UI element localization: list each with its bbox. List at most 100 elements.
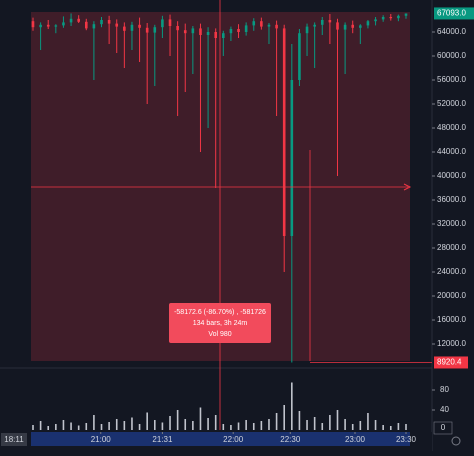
current-price-label: 67093.0 — [437, 9, 466, 18]
candle-body — [275, 24, 278, 29]
volume-bar — [230, 425, 232, 430]
volume-bar — [100, 424, 103, 430]
volume-bar — [405, 424, 407, 430]
candle-body — [77, 18, 80, 22]
y-tick-label: 52000.0 — [437, 99, 466, 108]
volume-bar — [298, 411, 301, 430]
y-tick-label: 20000.0 — [437, 291, 466, 300]
y-tick-label: 28000.0 — [437, 243, 466, 252]
candle-body — [351, 24, 355, 28]
volume-bar — [32, 425, 34, 430]
candle-body — [222, 33, 225, 38]
volume-bar — [275, 413, 278, 430]
candle-body — [123, 26, 126, 31]
settings-icon[interactable] — [451, 436, 461, 446]
candle-body — [191, 28, 195, 34]
y-tick-label: 36000.0 — [437, 195, 466, 204]
x-tick-label: 22:30 — [280, 435, 301, 444]
candle-body — [54, 25, 58, 27]
candle-body — [84, 21, 88, 29]
candle-body — [260, 21, 263, 27]
volume-bar — [161, 422, 164, 430]
volume-tick-label: 80 — [440, 385, 449, 394]
volume-scale-label: 0 — [441, 423, 446, 432]
volume-bar — [344, 419, 346, 430]
measure-low-label: 8920.4 — [437, 358, 462, 367]
volume-bar — [70, 422, 72, 430]
candle-body — [336, 22, 339, 30]
volume-bar — [283, 405, 286, 430]
volume-bar — [47, 426, 50, 430]
candle-body — [130, 24, 134, 31]
volume-bar — [252, 423, 255, 430]
y-tick-label: 56000.0 — [437, 75, 466, 84]
candle-body — [199, 28, 202, 35]
volume-bar — [176, 410, 179, 430]
y-tick-label: 48000.0 — [437, 123, 466, 132]
volume-bar — [123, 421, 126, 430]
volume-bar — [207, 418, 209, 430]
volume-bar — [237, 422, 240, 430]
candle-body — [69, 18, 73, 23]
candle-body — [168, 19, 172, 26]
volume-bar — [77, 425, 80, 430]
candle-body — [343, 24, 347, 30]
volume-bar — [336, 410, 339, 430]
volume-bar — [359, 421, 362, 430]
volume-bar — [169, 416, 171, 430]
arrow-head — [403, 183, 412, 191]
candle-body — [404, 13, 408, 16]
volume-bar — [374, 420, 377, 430]
volume-scale-box — [433, 421, 453, 435]
candle-body — [282, 28, 286, 236]
candle-body — [46, 24, 50, 27]
volume-bar — [389, 426, 392, 430]
candle-body — [145, 27, 149, 33]
volume-bar — [222, 424, 225, 430]
volume-bar — [397, 423, 400, 430]
candle-body — [107, 19, 111, 24]
volume-bar — [199, 407, 202, 430]
volume-bar — [291, 382, 293, 430]
volume-bar — [55, 424, 57, 430]
candle-body — [366, 21, 370, 26]
tooltip-line: Vol 980 — [208, 331, 231, 338]
x-tick-label: 21:00 — [91, 435, 112, 444]
tooltip-box — [169, 303, 271, 343]
candle-body — [31, 21, 35, 28]
candle-body — [290, 79, 294, 236]
y-tick-label: 12000.0 — [437, 339, 466, 348]
volume-bar — [367, 413, 369, 430]
candle-body — [389, 16, 393, 19]
volume-bar — [329, 415, 331, 430]
candle-body — [115, 23, 119, 27]
y-tick-label: 64000.0 — [437, 27, 466, 36]
time-range — [31, 432, 410, 446]
candle-body — [62, 22, 65, 26]
volume-bar — [131, 417, 133, 430]
candle-body — [298, 33, 301, 80]
time-axis — [0, 432, 432, 451]
measure-low-box — [434, 356, 468, 369]
y-tick-label: 60000.0 — [437, 51, 466, 60]
crosshair-time: 18:11 — [4, 435, 24, 444]
y-tick-label: 32000.0 — [437, 219, 466, 228]
x-tick-label: 21:31 — [152, 435, 173, 444]
candle-body — [100, 19, 103, 25]
candle-body — [359, 25, 362, 28]
volume-bar — [214, 415, 217, 430]
candle-body — [252, 21, 256, 26]
tooltip-line: -58172.6 (-86.70%) , -581726 — [174, 309, 266, 316]
current-price-box — [434, 7, 474, 20]
candle-body — [244, 25, 248, 32]
volume-bar — [115, 419, 118, 430]
candle-body — [374, 19, 377, 22]
candle-body — [138, 24, 141, 28]
y-tick-label: 44000.0 — [437, 147, 466, 156]
volume-bar — [62, 420, 65, 430]
candle-body — [153, 27, 157, 33]
candle-body — [214, 31, 217, 38]
volume-bar — [306, 420, 308, 430]
